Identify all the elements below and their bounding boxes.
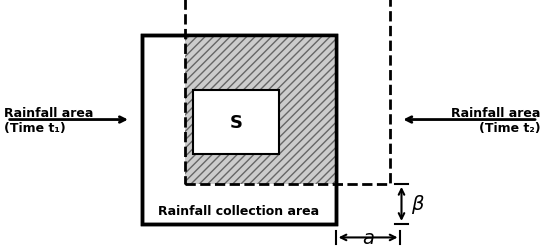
Text: Rainfall area
(Time t₂): Rainfall area (Time t₂) bbox=[451, 106, 540, 134]
Text: S: S bbox=[229, 114, 242, 132]
Bar bbox=[185, 0, 390, 184]
Bar bbox=[185, 36, 335, 184]
Bar bbox=[141, 36, 335, 224]
Text: Rainfall collection area: Rainfall collection area bbox=[158, 204, 319, 217]
Bar bbox=[185, 36, 335, 184]
Text: $\beta$: $\beta$ bbox=[411, 193, 425, 216]
Bar bbox=[141, 36, 335, 224]
Text: $a$: $a$ bbox=[362, 228, 375, 248]
Text: Rainfall area
(Time t₁): Rainfall area (Time t₁) bbox=[4, 106, 93, 134]
Bar bbox=[193, 90, 279, 155]
